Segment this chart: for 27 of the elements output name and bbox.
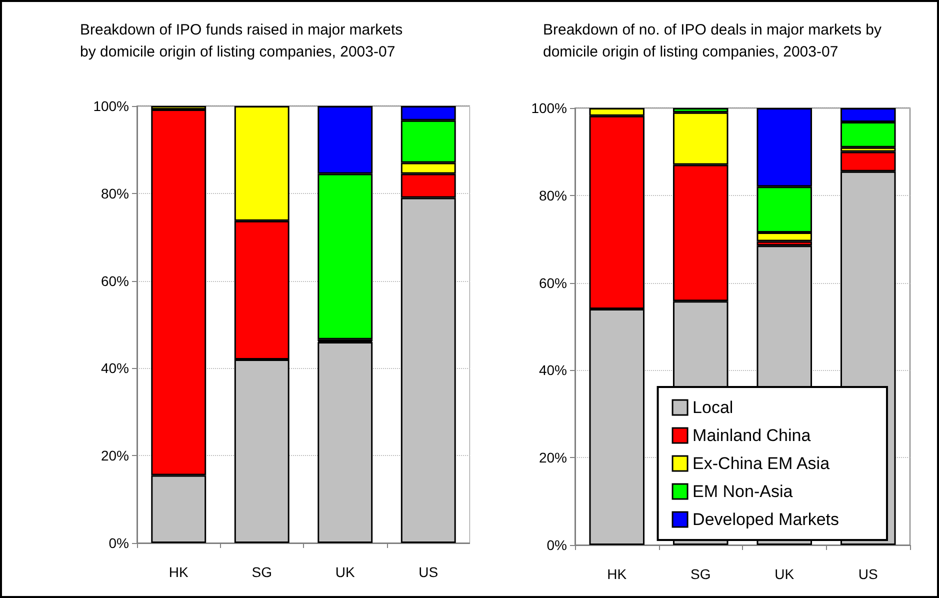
legend-label: Local xyxy=(692,398,734,417)
legend-label: Developed Markets xyxy=(692,510,840,529)
x-tick-label: UK xyxy=(774,566,795,582)
y-tick-label: 60% xyxy=(100,272,129,289)
y-tick-label: 60% xyxy=(538,274,567,291)
x-tick-label: SG xyxy=(690,566,711,582)
legend-label: Ex-China EM Asia xyxy=(692,454,830,473)
y-tick-label: 40% xyxy=(100,360,129,376)
chart-title: Breakdown of no. of IPO deals in major markets by domicile origin of listing companies, 2003-07 xyxy=(543,22,886,60)
y-tick-label: 20% xyxy=(100,448,129,464)
x-tick-label: UK xyxy=(335,564,356,580)
y-tick-label: 80% xyxy=(538,187,567,204)
x-tick-label: US xyxy=(858,566,878,582)
x-tick-label: HK xyxy=(607,566,628,582)
y-tick-label: 0% xyxy=(108,535,129,551)
legend-label: EM Non-Asia xyxy=(692,482,794,501)
y-tick-label: 0% xyxy=(546,537,567,553)
x-tick-label: US xyxy=(418,564,438,580)
x-tick-label: HK xyxy=(168,564,190,580)
y-tick-label: 100% xyxy=(531,100,567,116)
y-tick-label: 20% xyxy=(538,450,567,466)
y-tick-label: 80% xyxy=(100,185,129,202)
x-tick-label: SG xyxy=(252,564,272,580)
chart-title: Breakdown of IPO funds raised in major markets by domicile origin of listing companies, 2003-07 xyxy=(80,22,407,60)
y-tick-label: 40% xyxy=(538,362,567,378)
y-tick-label: 100% xyxy=(93,98,129,114)
legend-label: Mainland China xyxy=(692,426,812,445)
